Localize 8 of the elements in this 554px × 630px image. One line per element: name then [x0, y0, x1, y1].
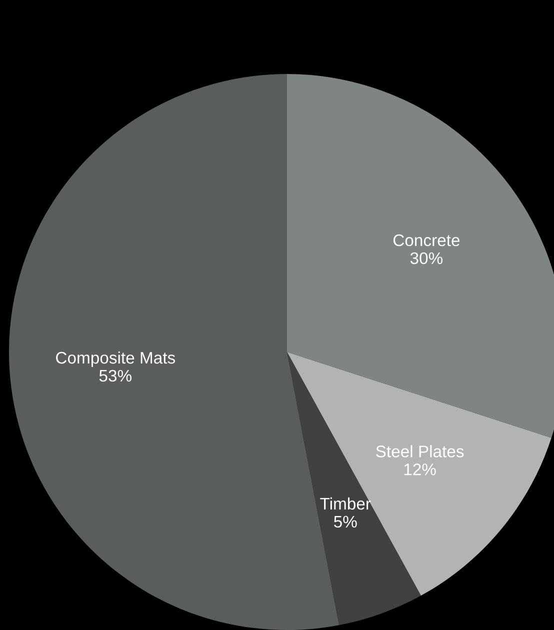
data-label: 30% [410, 252, 443, 264]
slice-label: Timber [320, 497, 371, 510]
slice-label: Steel Plates [376, 445, 464, 458]
data-label: 12% [404, 464, 436, 476]
data-label: 53% [99, 370, 132, 382]
slice-label: Concrete [393, 234, 460, 246]
slice-label: Composite Mats [56, 351, 176, 368]
data-label: 5% [334, 516, 357, 528]
